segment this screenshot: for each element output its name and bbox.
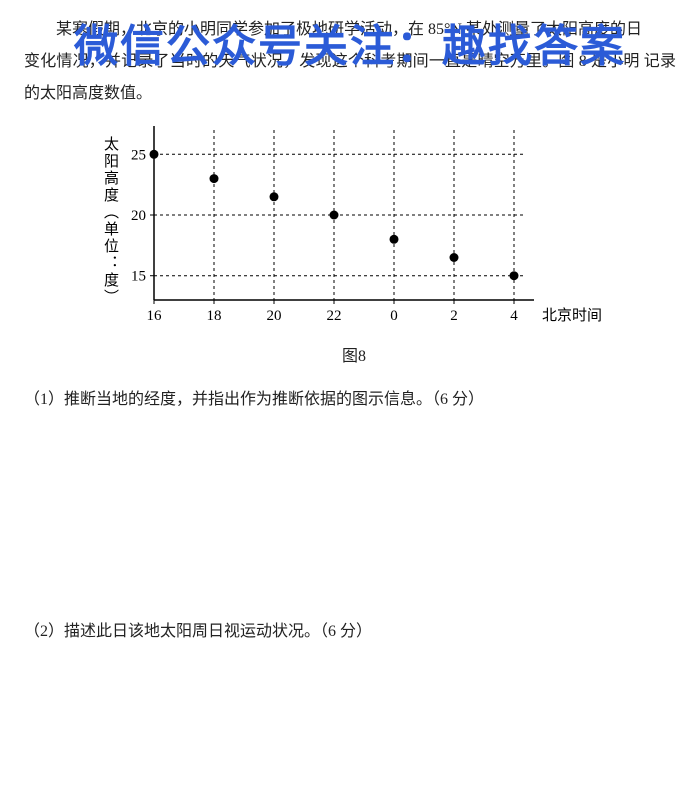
svg-text:4: 4	[510, 308, 518, 324]
para-line1: 某寒假期，北京的小明同学参加了极地研学活动，在 85°N 某处测量了太阳高度的日	[24, 14, 676, 46]
scatter-chart: 15 20 25 16 18 20 22 0 2 4 北京时间 太阳高度（单位：度）	[94, 120, 614, 340]
para-line2: 变化情况，并记录了当时的天气状况，发现这个科考期间一直是晴空万里。图 8 是小明	[24, 53, 640, 70]
svg-text:20: 20	[267, 308, 282, 324]
svg-text:22: 22	[327, 308, 342, 324]
svg-text:20: 20	[131, 208, 146, 224]
intro-paragraph: 某寒假期，北京的小明同学参加了极地研学活动，在 85°N 某处测量了太阳高度的日…	[24, 14, 676, 110]
svg-text:25: 25	[131, 147, 146, 163]
question-1: （1）推断当地的经度，并指出作为推断依据的图示信息。（6 分）	[24, 384, 676, 416]
chart-caption: 图8	[94, 342, 614, 366]
page-body: 某寒假期，北京的小明同学参加了极地研学活动，在 85°N 某处测量了太阳高度的日…	[0, 0, 700, 807]
svg-text:北京时间: 北京时间	[542, 307, 602, 324]
svg-text:16: 16	[147, 308, 163, 324]
question-2: （2）描述此日该地太阳周日视运动状况。（6 分）	[24, 616, 676, 648]
chart-container: 15 20 25 16 18 20 22 0 2 4 北京时间 太阳高度（单位：度） 图8	[94, 120, 614, 366]
svg-text:0: 0	[390, 308, 398, 324]
svg-text:2: 2	[450, 308, 458, 324]
svg-text:太阳高度（单位：度）: 太阳高度（单位：度）	[102, 136, 119, 306]
svg-text:15: 15	[131, 269, 146, 285]
svg-text:18: 18	[207, 308, 222, 324]
